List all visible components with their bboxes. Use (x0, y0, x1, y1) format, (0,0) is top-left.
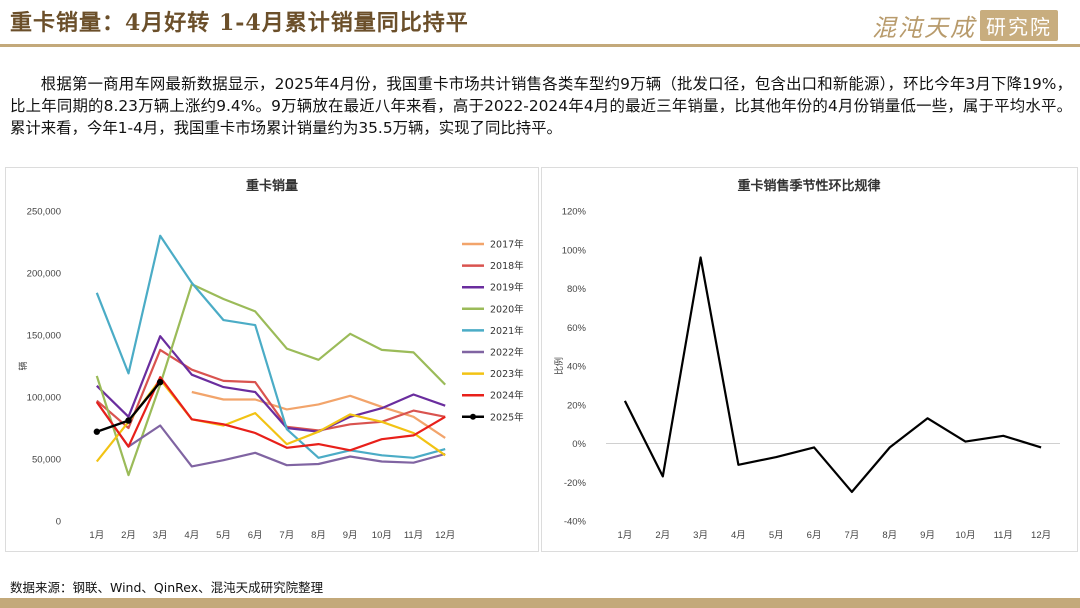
series-line-2021年 (95, 234, 446, 459)
x-tick-label: 10月 (372, 530, 392, 541)
y-tick-label: 60% (567, 323, 587, 334)
chart-title: 重卡销量 (246, 178, 298, 194)
x-tick-label: 6月 (807, 530, 822, 541)
chart-title: 重卡销售季节性环比规律 (737, 178, 880, 194)
x-tick-label: 12月 (435, 530, 455, 541)
legend-label: 2024年 (490, 390, 524, 402)
x-tick-label: 4月 (184, 530, 199, 541)
logo-seal: 研究院 (980, 10, 1058, 41)
x-tick-label: 10月 (955, 530, 975, 541)
x-tick-label: 9月 (343, 530, 358, 541)
x-tick-label: 5月 (216, 530, 231, 541)
y-tick-label: 20% (567, 400, 587, 411)
legend-label: 2019年 (490, 282, 524, 294)
x-tick-label: 11月 (404, 530, 423, 541)
x-tick-label: 4月 (731, 530, 746, 541)
heavy-truck-sales-chart: 重卡销量 0 50,000 100,000 150,000 200,000 250,000 1… (17, 178, 524, 541)
seasonal-mom-chart: 重卡销售季节性环比规律 -40% -20% 0% 20% 40% 60% 80% 100% 120… (553, 178, 1060, 541)
x-tick-label: 1月 (618, 530, 633, 541)
y-tick-label: 50,000 (32, 455, 61, 466)
y-tick-label: 150,000 (27, 331, 61, 342)
series-line-2019年 (96, 335, 446, 433)
legend-label: 2018年 (490, 260, 524, 272)
header-bar: 重卡销量：4月好转 1-4月累计销量同比持平 混沌天成 研究院 (0, 0, 1080, 46)
y-tick-label: -40% (564, 517, 587, 528)
data-point (93, 428, 101, 435)
data-point (125, 417, 132, 424)
x-tick-label: 8月 (882, 530, 897, 541)
x-tick-label: 11月 (994, 530, 1013, 541)
y-tick-label: 80% (567, 284, 587, 295)
x-tick-label: 3月 (153, 530, 168, 541)
chart-panel-mom: 重卡销售季节性环比规律 -40% -20% 0% 20% 40% 60% 80% 100% 120… (541, 167, 1078, 552)
x-tick-label: 9月 (920, 530, 935, 541)
x-tick-label: 12月 (1031, 530, 1051, 541)
legend-label: 2020年 (490, 303, 524, 315)
series-line-2022年 (95, 401, 446, 468)
y-tick-label: 100,000 (27, 393, 61, 404)
series-line-2023年 (95, 378, 446, 463)
y-tick-label: 250,000 (27, 207, 61, 218)
y-tick-label: 200,000 (27, 269, 61, 280)
page-title: 重卡销量：4月好转 1-4月累计销量同比持平 (10, 10, 469, 36)
x-tick-label: 2月 (121, 530, 136, 541)
y-tick-label: 0% (572, 439, 586, 450)
series-line-2018年 (96, 348, 446, 432)
data-source-note: 数据来源：钢联、Wind、QinRex、混沌天成研究院整理 (10, 580, 324, 595)
y-axis-label: 比例 (553, 357, 565, 375)
legend-label: 2025年 (490, 411, 524, 423)
y-axis-label: 辆 (17, 361, 29, 370)
x-tick-label: 7月 (279, 530, 294, 541)
chart-panel-sales: 重卡销量 0 50,000 100,000 150,000 200,000 250,000 1… (5, 167, 539, 552)
y-tick-label: 0 (56, 517, 61, 528)
x-tick-label: 8月 (311, 530, 326, 541)
legend-label: 2023年 (490, 368, 524, 380)
x-tick-label: 7月 (845, 530, 860, 541)
summary-paragraph: 根据第一商用车网最新数据显示，2025年4月份，我国重卡市场共计销售各类车型约9… (10, 75, 1072, 137)
brand-logo: 混沌天成 研究院 (872, 8, 1058, 43)
x-tick-label: 5月 (769, 530, 784, 541)
logo-text: 混沌天成 (872, 14, 976, 42)
x-tick-label: 6月 (248, 530, 263, 541)
series-line (623, 256, 1042, 493)
legend-marker (470, 413, 476, 420)
x-tick-label: 3月 (693, 530, 708, 541)
legend-label: 2017年 (490, 239, 524, 251)
series-line-2020年 (95, 283, 446, 477)
data-point (156, 378, 164, 386)
legend-label: 2021年 (490, 325, 524, 337)
y-tick-label: -20% (564, 478, 587, 489)
header-divider (0, 44, 1080, 47)
legend-label: 2022年 (490, 347, 524, 359)
x-tick-label: 1月 (89, 530, 104, 541)
y-tick-label: 100% (562, 245, 587, 256)
x-tick-label: 2月 (655, 530, 670, 541)
y-tick-label: 120% (562, 207, 587, 218)
y-tick-label: 40% (567, 362, 587, 373)
footer-bar (0, 598, 1080, 608)
